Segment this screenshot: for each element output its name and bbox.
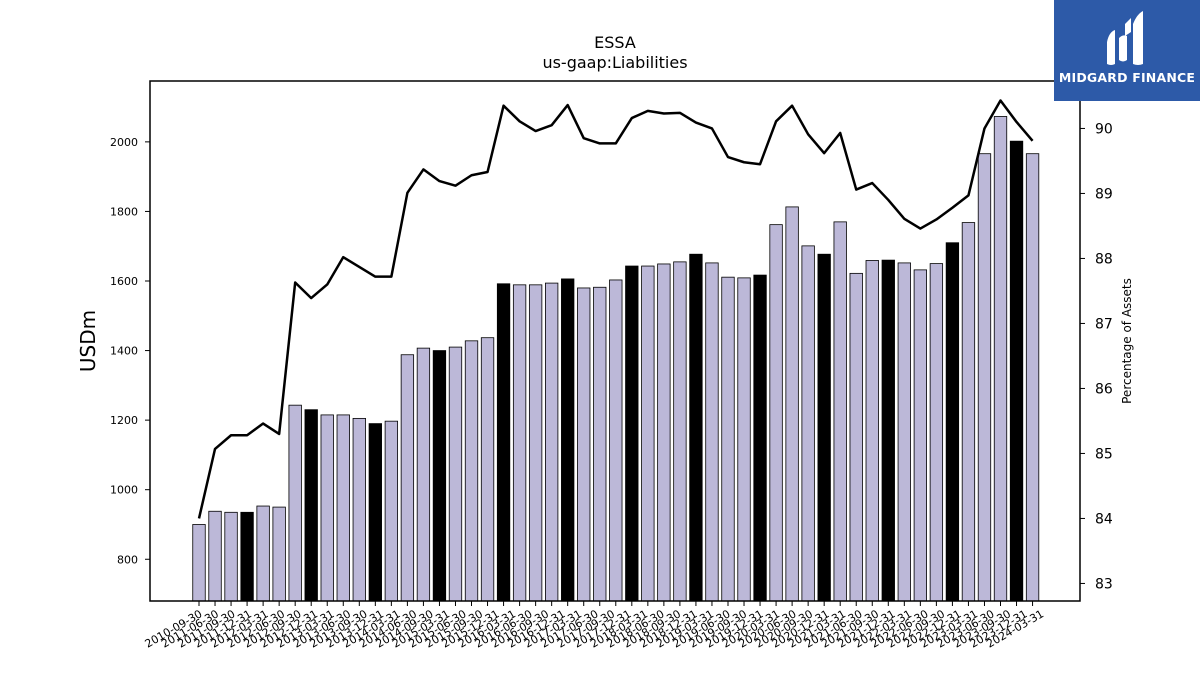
- bar: [400, 354, 415, 602]
- bar-series: [192, 116, 1040, 602]
- bar: [833, 221, 847, 602]
- bar: [464, 340, 479, 602]
- y2-tick-label: 85: [1095, 446, 1113, 462]
- bar: [737, 277, 751, 602]
- bar: [881, 259, 895, 602]
- y-axis-label: USDm: [76, 310, 100, 372]
- bar: [320, 414, 334, 602]
- bar: [945, 242, 960, 602]
- bar: [769, 224, 783, 602]
- bar: [961, 222, 976, 602]
- bar: [849, 272, 863, 602]
- chart-title: ESSA: [594, 33, 636, 52]
- bar: [705, 262, 719, 602]
- bar: [480, 337, 495, 602]
- y2-axis-ticks: 83 84 85 86 87 88 89 90: [1080, 121, 1113, 592]
- bar: [288, 404, 302, 602]
- bar: [368, 423, 382, 602]
- bar: [352, 417, 366, 602]
- y-tick-label: 1000: [110, 484, 138, 497]
- bar: [1009, 140, 1024, 602]
- bar: [256, 505, 270, 602]
- bar: [416, 347, 431, 602]
- bar: [384, 420, 399, 602]
- y-tick-label: 1400: [110, 345, 138, 358]
- bar: [208, 510, 222, 602]
- y-tick-label: 2000: [110, 136, 138, 149]
- bar: [865, 260, 879, 602]
- bar: [240, 511, 254, 602]
- bar: [977, 153, 992, 602]
- bar: [641, 265, 655, 602]
- x-axis-ticks: 2010-09-302011-06-302011-09-302011-12-31…: [143, 601, 1046, 651]
- y2-tick-label: 86: [1095, 381, 1113, 397]
- y2-tick-label: 90: [1095, 121, 1113, 137]
- bar: [496, 283, 511, 602]
- y2-tick-label: 89: [1095, 186, 1113, 202]
- bar: [657, 263, 671, 602]
- bar: [929, 263, 944, 602]
- bar: [721, 276, 735, 602]
- midgard-logo-icon: [1107, 11, 1143, 65]
- bar: [913, 269, 927, 602]
- y2-tick-label: 88: [1095, 251, 1113, 267]
- bar: [528, 284, 543, 602]
- bar: [272, 506, 286, 602]
- y2-axis-label: Percentage of Assets: [1120, 278, 1134, 404]
- y-tick-label: 1800: [110, 205, 138, 218]
- bar: [577, 287, 591, 602]
- bar: [224, 511, 238, 602]
- brand-name: MIDGARD FINANCE: [1058, 70, 1196, 85]
- bar: [785, 206, 799, 602]
- line-series: [197, 99, 1034, 519]
- bar: [304, 409, 318, 602]
- bar: [689, 253, 703, 602]
- bar: [801, 245, 815, 602]
- bar: [625, 265, 639, 602]
- bar: [192, 524, 206, 602]
- bar: [512, 284, 527, 602]
- bar: [817, 253, 831, 602]
- y2-tick-label: 84: [1095, 511, 1113, 527]
- bar: [897, 262, 911, 602]
- bar: [545, 282, 559, 602]
- y-axis-ticks: 800 1000 1200 1400 1600 1800 2000: [110, 136, 150, 566]
- y-tick-label: 800: [117, 553, 138, 566]
- bar: [336, 414, 350, 602]
- bar: [448, 346, 463, 602]
- bar: [753, 274, 767, 602]
- bar: [432, 350, 447, 602]
- bar: [593, 286, 607, 602]
- plot-frame: [149, 80, 1081, 602]
- y-tick-label: 1200: [110, 414, 138, 427]
- bar: [1025, 153, 1040, 602]
- bar: [673, 261, 687, 602]
- chart-subtitle: us-gaap:Liabilities: [542, 53, 687, 72]
- y-tick-label: 1600: [110, 275, 138, 288]
- y2-tick-label: 87: [1095, 316, 1113, 332]
- bar: [993, 116, 1008, 602]
- percentage-line: [197, 99, 1034, 519]
- bar: [561, 278, 575, 602]
- bar: [609, 279, 623, 602]
- y2-tick-label: 83: [1095, 576, 1113, 592]
